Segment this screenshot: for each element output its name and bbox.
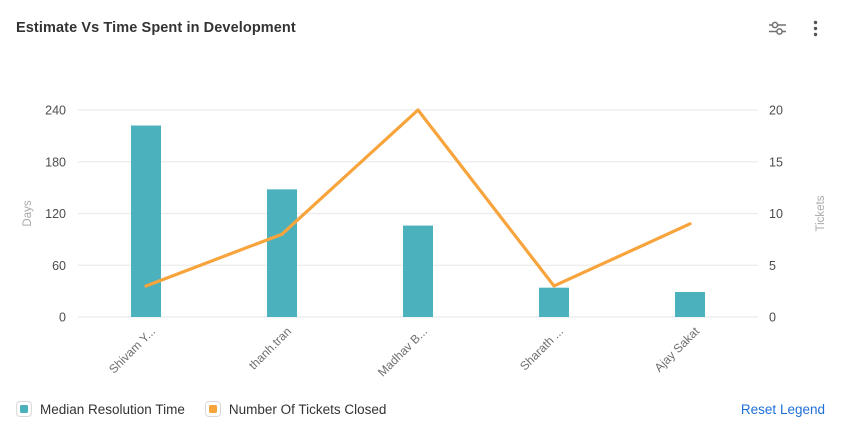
card-header: Estimate Vs Time Spent in Development [16, 14, 827, 42]
svg-text:5: 5 [769, 259, 776, 273]
svg-text:180: 180 [45, 155, 66, 169]
svg-text:Sharath ...: Sharath ... [517, 324, 566, 373]
line-series-swatch [208, 405, 217, 413]
svg-text:thanh.tran: thanh.tran [246, 324, 294, 372]
svg-text:Madhav B...: Madhav B... [375, 324, 430, 379]
svg-text:240: 240 [45, 104, 66, 118]
legend-item-number-of-tickets-closed[interactable]: Number Of Tickets Closed [204, 401, 387, 417]
svg-text:0: 0 [769, 311, 776, 325]
svg-text:20: 20 [769, 104, 783, 118]
legend-items: Median Resolution Time Number Of Tickets… [16, 401, 741, 417]
chart-settings-sliders-icon[interactable] [765, 16, 789, 40]
legend-swatch-box [204, 401, 221, 417]
svg-text:120: 120 [45, 207, 66, 221]
svg-text:0: 0 [59, 311, 66, 325]
svg-text:15: 15 [769, 155, 783, 169]
svg-text:60: 60 [52, 259, 66, 273]
legend-swatch-box [16, 401, 32, 417]
reset-legend-link[interactable]: Reset Legend [740, 401, 825, 417]
legend-item-median-resolution-time[interactable]: Median Resolution Time [16, 401, 185, 417]
chart-legend: Median Resolution Time Number Of Tickets… [16, 399, 825, 419]
header-actions [765, 16, 827, 40]
chart-title: Estimate Vs Time Spent in Development [16, 20, 296, 36]
svg-text:Shivam Y...: Shivam Y... [106, 324, 158, 376]
legend-item-label: Number Of Tickets Closed [228, 401, 387, 417]
svg-text:Tickets: Tickets [815, 195, 827, 231]
bar-series-swatch [20, 405, 28, 413]
kebab-menu-icon[interactable] [803, 16, 827, 40]
legend-item-label: Median Resolution Time [40, 401, 185, 417]
svg-text:10: 10 [769, 207, 783, 221]
svg-text:Days: Days [22, 200, 34, 226]
svg-text:Ajay Sakat: Ajay Sakat [652, 324, 703, 375]
